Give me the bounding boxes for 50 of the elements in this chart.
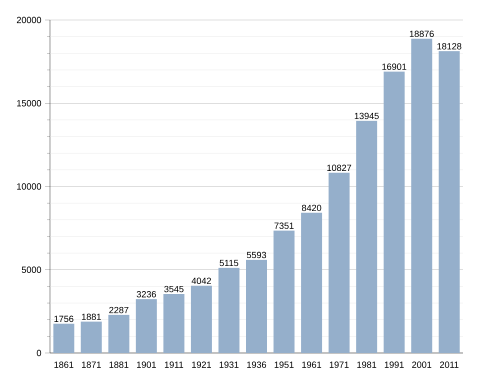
x-tick-label: 1981 <box>357 362 376 368</box>
data-label: 18128 <box>437 43 462 50</box>
bar <box>246 260 267 353</box>
x-tick-label: 1881 <box>110 362 128 368</box>
bar <box>163 294 184 353</box>
x-tick-label: 1911 <box>164 362 184 368</box>
x-tick-label: 1991 <box>384 362 404 368</box>
x-tick-label: 1901 <box>137 362 156 368</box>
bar <box>136 299 157 353</box>
bar <box>80 322 102 353</box>
data-label: 5115 <box>220 260 238 266</box>
data-label: 2287 <box>109 306 128 314</box>
data-label: 18876 <box>410 30 434 38</box>
data-label: 3236 <box>136 291 156 298</box>
bar <box>53 324 74 353</box>
x-tick-label: 1871 <box>82 362 101 368</box>
data-label: 4042 <box>192 278 211 284</box>
data-label: 7351 <box>274 222 294 229</box>
x-tick-label: 1936 <box>247 362 266 368</box>
bar <box>411 38 432 353</box>
x-tick-label: 1961 <box>302 362 322 368</box>
data-label: 3545 <box>164 286 184 292</box>
x-tick-label: 1951 <box>274 362 294 368</box>
data-label: 1881 <box>82 314 101 320</box>
data-label: 10827 <box>327 164 352 172</box>
y-tick-label: 5000 <box>22 266 42 273</box>
x-tick-label: 1861 <box>54 362 74 368</box>
data-label: 8420 <box>302 204 322 212</box>
x-tick-label: 2011 <box>440 362 458 368</box>
bar <box>218 268 240 353</box>
x-tick-label: 1931 <box>220 362 239 368</box>
bar <box>356 120 378 353</box>
bar <box>274 230 295 353</box>
data-label: 13945 <box>354 112 379 120</box>
y-tick-label: 10000 <box>17 183 42 190</box>
data-label: 16901 <box>382 64 406 70</box>
bar <box>108 314 130 353</box>
x-tick-label: 2001 <box>412 362 432 368</box>
bar <box>301 212 322 353</box>
bar <box>328 172 350 353</box>
x-tick-label: 1971 <box>330 362 349 368</box>
data-label: 1756 <box>54 316 74 322</box>
y-tick-label: 20000 <box>16 16 42 24</box>
bar <box>190 286 212 353</box>
x-tick-label: 1921 <box>192 362 211 368</box>
y-tick-label: 0 <box>36 350 42 356</box>
y-tick-label: 15000 <box>17 100 42 106</box>
bar <box>384 72 405 353</box>
bar <box>438 51 460 353</box>
data-label: 5593 <box>246 252 266 258</box>
